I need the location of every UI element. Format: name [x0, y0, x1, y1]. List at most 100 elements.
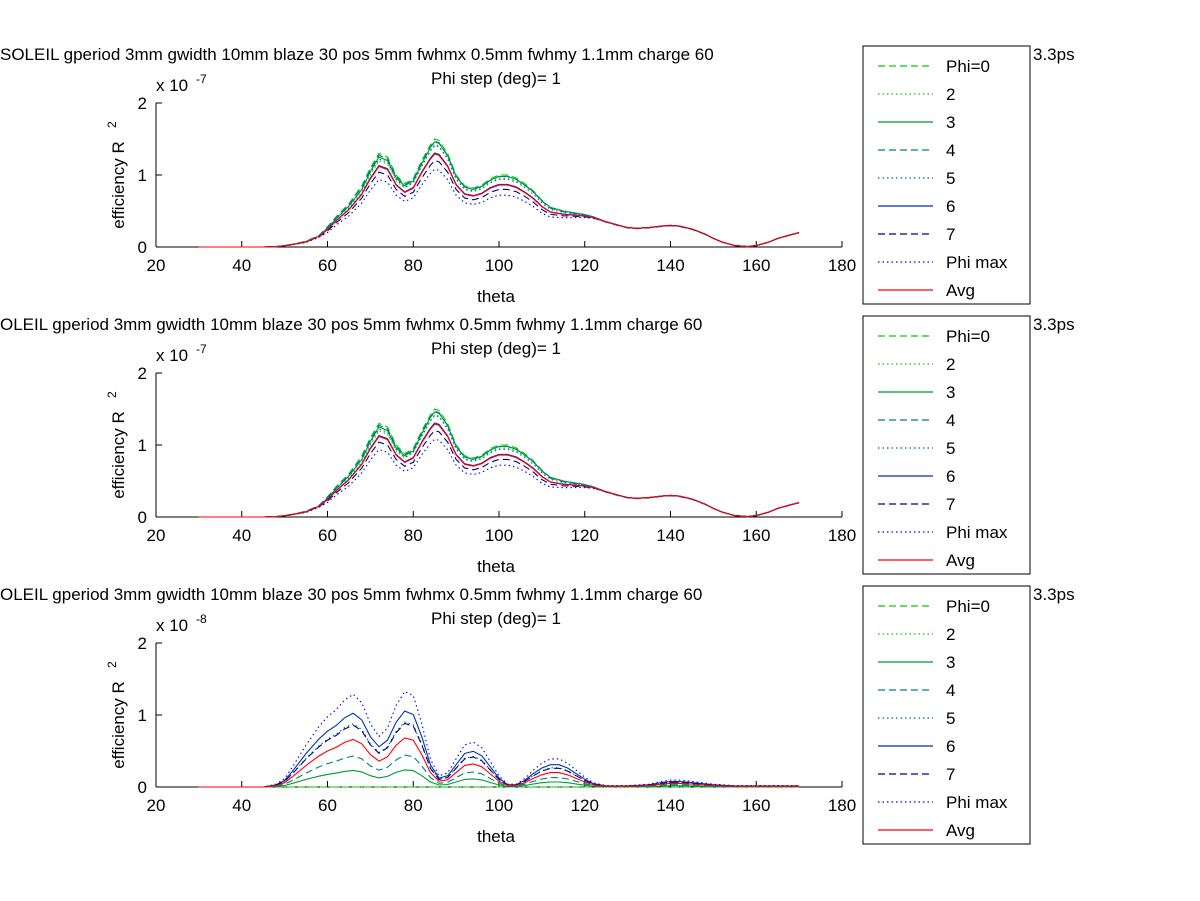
- y-multiplier: x 10: [156, 76, 188, 95]
- x-tick-label: 140: [656, 526, 684, 545]
- y-multiplier: x 10: [156, 616, 188, 635]
- x-tick-label: 180: [828, 796, 856, 815]
- legend-entry: 6: [946, 467, 955, 486]
- x-tick-label: 60: [318, 796, 337, 815]
- legend-entry: 4: [946, 411, 955, 430]
- legend-entry: Phi=0: [946, 327, 990, 346]
- y-multiplier-exponent: -7: [196, 342, 207, 356]
- y-tick-label: 1: [138, 436, 147, 455]
- x-tick-label: 140: [656, 256, 684, 275]
- series-line-1: [198, 138, 800, 248]
- y-tick-label: 2: [138, 634, 147, 653]
- x-tick-label: 100: [485, 256, 513, 275]
- x-tick-label: 160: [742, 796, 770, 815]
- x-tick-label: 180: [828, 256, 856, 275]
- legend-entry: Phi max: [946, 523, 1008, 542]
- x-tick-label: 60: [318, 256, 337, 275]
- x-tick-label: 40: [232, 256, 251, 275]
- y-multiplier: x 10: [156, 346, 188, 365]
- x-tick-label: 80: [404, 526, 423, 545]
- legend-entry: 5: [946, 169, 955, 188]
- chart-title-line1: OLEIL gperiod 3mm gwidth 10mm blaze 30 p…: [0, 315, 702, 334]
- y-axis-label-group: efficiency R 2: [105, 121, 128, 229]
- legend-entry: 7: [946, 495, 955, 514]
- legend-entry: 2: [946, 355, 955, 374]
- series-line-7: [198, 722, 800, 788]
- legend-entry: 3: [946, 113, 955, 132]
- series-line-8: [198, 690, 800, 788]
- y-axis-label: efficiency R: [109, 141, 128, 229]
- y-tick-label: 1: [138, 706, 147, 725]
- legend-entry: Phi max: [946, 793, 1008, 812]
- series-line-3: [198, 769, 800, 788]
- series-line-7: [198, 159, 800, 248]
- series-line-9: [198, 153, 800, 248]
- y-tick-label: 0: [138, 508, 147, 527]
- legend-entry: 6: [946, 197, 955, 216]
- x-tick-label: 20: [147, 796, 166, 815]
- series-line-3: [198, 141, 800, 248]
- x-axis-label: theta: [477, 287, 515, 306]
- legend-entry: Avg: [946, 551, 975, 570]
- legend-entry: Phi=0: [946, 57, 990, 76]
- legend-entry: 4: [946, 681, 955, 700]
- x-tick-label: 80: [404, 796, 423, 815]
- x-tick-label: 160: [742, 256, 770, 275]
- chart-title-line1: SOLEIL gperiod 3mm gwidth 10mm blaze 30 …: [0, 45, 714, 64]
- y-tick-label: 1: [138, 166, 147, 185]
- series-line-8: [198, 438, 800, 518]
- series-line-9: [198, 423, 800, 518]
- legend-entry: Phi=0: [946, 597, 990, 616]
- series-line-8: [198, 168, 800, 248]
- series-line-3: [198, 411, 800, 518]
- x-tick-label: 40: [232, 526, 251, 545]
- legend-entry: Avg: [946, 821, 975, 840]
- legend-entry: 7: [946, 765, 955, 784]
- x-tick-label: 180: [828, 526, 856, 545]
- chart-panel-1: SOLEIL gperiod 3mm gwidth 10mm blaze 30 …: [0, 45, 1075, 306]
- chart-panel-2: OLEIL gperiod 3mm gwidth 10mm blaze 30 p…: [0, 315, 1075, 576]
- series-line-9: [198, 737, 800, 788]
- series-line-7: [198, 429, 800, 518]
- x-tick-label: 40: [232, 796, 251, 815]
- legend-entry: Phi max: [946, 253, 1008, 272]
- legend-entry: 2: [946, 85, 955, 104]
- x-tick-label: 100: [485, 526, 513, 545]
- x-tick-label: 120: [571, 796, 599, 815]
- series-line-5: [198, 414, 800, 518]
- y-axis-label-sup: 2: [105, 391, 119, 398]
- y-multiplier-exponent: -8: [196, 612, 207, 626]
- legend-entry: 7: [946, 225, 955, 244]
- legend-box: [862, 585, 1031, 845]
- x-tick-label: 80: [404, 256, 423, 275]
- series-line-6: [198, 710, 800, 788]
- y-tick-label: 0: [138, 238, 147, 257]
- chart-title-line1: OLEIL gperiod 3mm gwidth 10mm blaze 30 p…: [0, 585, 702, 604]
- x-axis-label: theta: [477, 827, 515, 846]
- x-tick-label: 160: [742, 526, 770, 545]
- x-tick-label: 120: [571, 526, 599, 545]
- chart-panel-3: OLEIL gperiod 3mm gwidth 10mm blaze 30 p…: [0, 585, 1075, 846]
- series-line-5: [198, 721, 800, 788]
- x-tick-label: 120: [571, 256, 599, 275]
- series-line-4: [198, 410, 800, 518]
- series-line-6: [198, 152, 800, 248]
- x-tick-label: 100: [485, 796, 513, 815]
- series-line-1: [198, 408, 800, 518]
- series-line-5: [198, 144, 800, 248]
- y-axis-label-group: efficiency R 2: [105, 661, 128, 769]
- legend-entry: 5: [946, 439, 955, 458]
- y-tick-label: 2: [138, 94, 147, 113]
- series-line-4: [198, 754, 800, 788]
- y-axis-label-sup: 2: [105, 661, 119, 668]
- chart-title-line1-tail: 3.3ps: [1033, 315, 1075, 334]
- chart-title-line2: Phi step (deg)= 1: [431, 339, 561, 358]
- legend-box: [862, 45, 1031, 305]
- y-tick-label: 0: [138, 778, 147, 797]
- legend-entry: 3: [946, 383, 955, 402]
- chart-title-line2: Phi step (deg)= 1: [431, 609, 561, 628]
- y-axis-label: efficiency R: [109, 681, 128, 769]
- x-axis-label: theta: [477, 557, 515, 576]
